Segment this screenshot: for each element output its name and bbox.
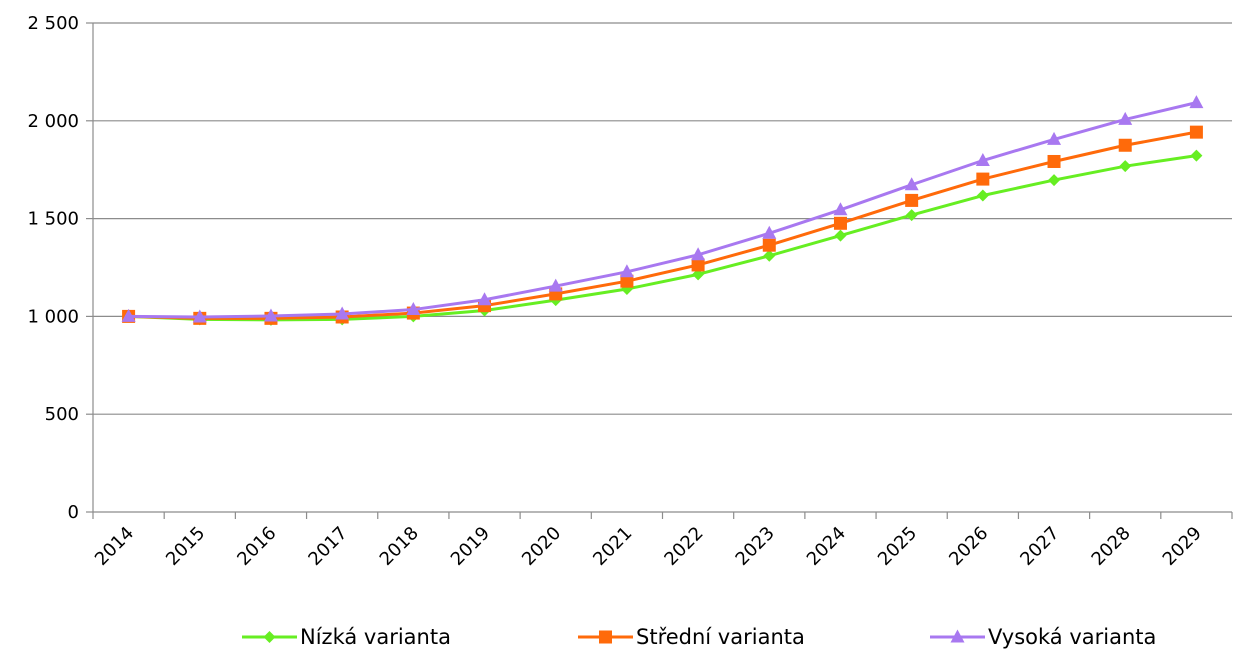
data-point — [976, 189, 989, 202]
axes — [92, 23, 1232, 513]
series-line — [128, 130, 1197, 320]
y-tick-label: 1 000 — [27, 306, 79, 327]
data-point — [192, 309, 207, 323]
data-point — [1118, 138, 1132, 152]
legend-item-1: Nízká varianta — [242, 625, 451, 649]
legend: Nízká varianta Střední varianta Vysoká var… — [242, 625, 1156, 649]
data-point — [1047, 154, 1061, 168]
data-point — [833, 202, 848, 216]
data-point — [263, 308, 278, 322]
y-tick-label: 2 500 — [27, 13, 79, 34]
gridlines — [93, 22, 1232, 415]
series-3 — [121, 95, 1204, 323]
y-tick-label: 500 — [45, 404, 79, 425]
x-tick-label: 2024 — [803, 523, 850, 570]
x-tick-label: 2023 — [732, 523, 779, 570]
data-point — [1047, 131, 1062, 145]
y-tick-label: 0 — [68, 502, 79, 523]
x-tick-label: 2020 — [518, 523, 565, 570]
legend-marker — [950, 629, 965, 643]
x-tick-label: 2027 — [1016, 523, 1063, 570]
legend-label: Vysoká varianta — [988, 625, 1156, 649]
data-point — [620, 274, 634, 288]
data-point — [691, 247, 706, 261]
series-line — [128, 154, 1197, 322]
data-point — [762, 225, 777, 239]
data-point — [905, 193, 919, 207]
data-point — [691, 258, 705, 272]
y-tick-label: 2 000 — [27, 111, 79, 132]
x-tick-label: 2017 — [304, 523, 351, 570]
data-point — [834, 229, 847, 242]
x-tick-label: 2018 — [376, 523, 423, 570]
data-point — [976, 172, 990, 186]
legend-marker — [599, 630, 612, 644]
data-point — [477, 292, 492, 306]
x-tick-label: 2025 — [874, 523, 921, 570]
data-point — [1189, 95, 1204, 109]
data-point — [905, 209, 918, 222]
data-point — [1189, 125, 1203, 139]
data-point — [763, 249, 776, 262]
data-point — [1048, 174, 1061, 187]
x-axis-ticks: 2014 2015 2016 2017 2018 2019 2020 2021 2022 2023… — [91, 512, 1233, 570]
x-tick-label: 2028 — [1088, 523, 1135, 570]
series-1 — [122, 149, 1203, 326]
legend-marker — [263, 631, 276, 643]
data-point — [406, 302, 421, 316]
x-tick-label: 2029 — [1159, 523, 1206, 570]
series-layer — [121, 95, 1204, 326]
series-line — [128, 101, 1197, 319]
y-axis-ticks: 0 500 1 000 1 500 2 000 2 500 — [27, 13, 93, 523]
data-point — [904, 177, 919, 191]
data-point — [762, 238, 776, 252]
series-2 — [122, 125, 1203, 325]
x-tick-label: 2014 — [91, 523, 138, 570]
x-tick-label: 2015 — [162, 523, 209, 570]
x-tick-label: 2016 — [233, 523, 280, 570]
data-point — [1118, 111, 1133, 125]
x-tick-label: 2022 — [660, 523, 707, 570]
data-point — [833, 216, 847, 230]
y-tick-label: 1 500 — [27, 209, 79, 230]
data-point — [335, 306, 350, 320]
data-point — [548, 278, 563, 292]
data-point — [121, 308, 136, 322]
legend-item-2: Střední varianta — [578, 625, 805, 649]
legend-item-3: Vysoká varianta — [930, 625, 1156, 649]
x-tick-label: 2021 — [589, 523, 636, 570]
data-point — [1119, 160, 1132, 173]
data-point — [975, 153, 990, 167]
legend-label: Střední varianta — [636, 625, 805, 649]
legend-label: Nízká varianta — [300, 625, 451, 649]
data-point — [619, 264, 634, 278]
x-tick-label: 2019 — [447, 523, 494, 570]
x-tick-label: 2026 — [945, 523, 992, 570]
data-point — [1190, 149, 1203, 162]
